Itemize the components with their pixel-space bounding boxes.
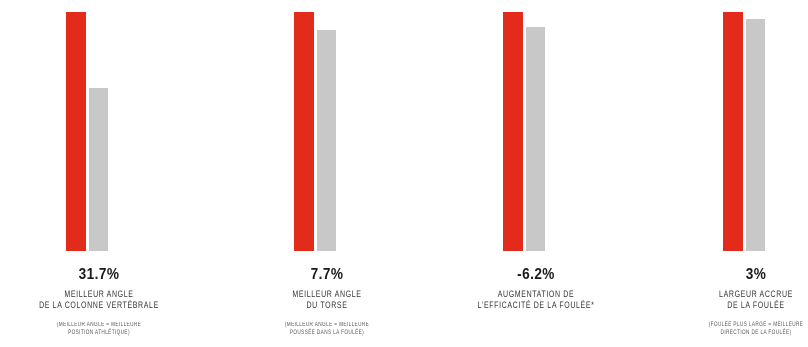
category-note-line: DIRECTION DE LA FOULÉE) xyxy=(720,330,792,336)
bar-group-4: 3% LARGEUR ACCRUE DE LA FOULÉE (FOULÉE P… xyxy=(676,0,808,347)
bar-grey xyxy=(746,19,765,251)
category-note-line: (MEILLEUR ANGLE = MEILLEURE xyxy=(284,322,370,328)
bar-red xyxy=(66,12,86,251)
category-note: (MEILLEUR ANGLE = MEILLEURE POUSSÉE DANS… xyxy=(257,321,397,337)
bar-group-2: 7.7% MEILLEUR ANGLE DU TORSE (MEILLEUR A… xyxy=(247,0,407,347)
category-note-line: POSITION ATHLÉTIQUE) xyxy=(68,330,130,336)
percent-label: -6.2% xyxy=(517,266,555,283)
category-note-line: (FOULÉE PLUS LARGE = MEILLEURE xyxy=(708,322,804,328)
bar-red xyxy=(294,12,314,251)
category-label-line: LARGEUR ACCRUE xyxy=(719,289,793,299)
category-label-line: L'EFFICACITÉ DE LA FOULÉE* xyxy=(477,300,595,310)
category-note: (MEILLEUR ANGLE = MEILLEURE POSITION ATH… xyxy=(29,321,169,337)
bar-group-1: 31.7% MEILLEUR ANGLE DE LA COLONNE VERTÉ… xyxy=(19,0,179,347)
category-label: MEILLEUR ANGLE DE LA COLONNE VERTÉBRALE xyxy=(29,289,169,311)
category-label: LARGEUR ACCRUE DE LA FOULÉE xyxy=(686,289,808,311)
category-label-line: MEILLEUR ANGLE xyxy=(64,289,134,299)
category-label: MEILLEUR ANGLE DU TORSE xyxy=(257,289,397,311)
category-note: (FOULÉE PLUS LARGE = MEILLEURE DIRECTION… xyxy=(686,321,808,337)
category-label-line: DE LA FOULÉE xyxy=(727,300,785,310)
percent-label: 31.7% xyxy=(78,266,120,283)
category-note-line: POUSSÉE DANS LA FOULÉE) xyxy=(289,330,365,336)
bar-group-3: -6.2% AUGMENTATION DE L'EFFICACITÉ DE LA… xyxy=(456,0,616,347)
percent-label: 7.7% xyxy=(310,266,344,283)
category-label-line: MEILLEUR ANGLE xyxy=(292,289,362,299)
category-label: AUGMENTATION DE L'EFFICACITÉ DE LA FOULÉ… xyxy=(466,289,606,311)
category-label-line: DU TORSE xyxy=(306,300,348,310)
category-note-line: (MEILLEUR ANGLE = MEILLEURE xyxy=(56,322,142,328)
bar-grey xyxy=(89,87,108,251)
category-label-line: DE LA COLONNE VERTÉBRALE xyxy=(39,300,159,310)
category-label-line: AUGMENTATION DE xyxy=(497,289,575,299)
bar-red xyxy=(723,12,743,251)
bar-grey xyxy=(526,26,545,251)
bar-red xyxy=(503,12,523,251)
percent-label: 3% xyxy=(745,266,767,283)
bar-grey xyxy=(317,30,336,251)
